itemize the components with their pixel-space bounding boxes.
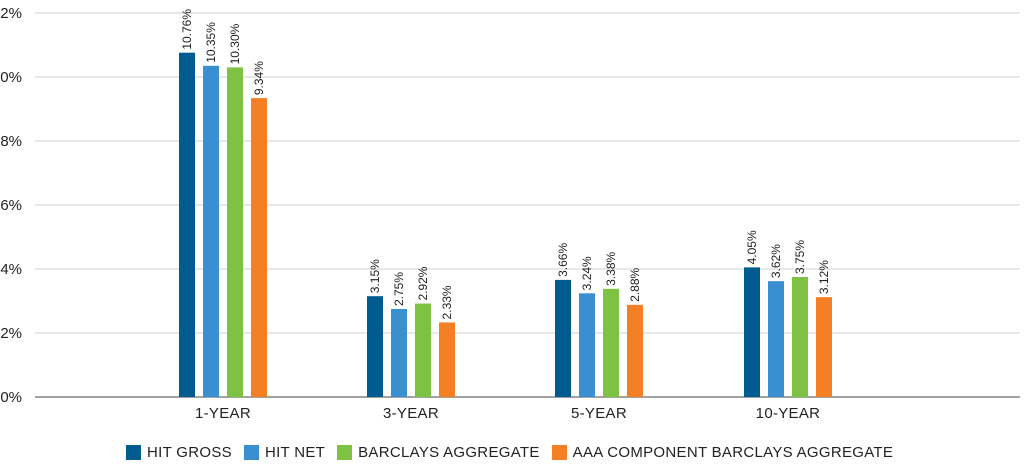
data-label: 4.05% [745, 230, 759, 264]
bar [367, 296, 383, 397]
x-category-label: 1-YEAR [195, 405, 251, 422]
y-tick-label: 12% [0, 5, 22, 22]
data-label: 3.62% [769, 244, 783, 278]
bar [816, 297, 832, 397]
data-label: 9.34% [252, 61, 266, 95]
bar [439, 322, 455, 397]
legend-swatch [551, 444, 567, 460]
x-category-label: 10-YEAR [756, 405, 821, 422]
bar [627, 304, 643, 397]
data-label: 2.75% [392, 272, 406, 306]
y-tick-label: 4% [0, 261, 22, 278]
data-label: 3.38% [604, 251, 618, 285]
bar [227, 67, 243, 398]
legend-label: AAA COMPONENT BARCLAYS AGGREGATE [572, 443, 894, 461]
data-label: 3.12% [817, 260, 831, 294]
legend-item: HIT GROSS [126, 444, 232, 461]
legend-swatch [126, 444, 141, 460]
data-label: 3.75% [793, 240, 807, 274]
bar [179, 52, 195, 398]
bar [768, 281, 784, 397]
legend-swatch [337, 444, 353, 460]
data-label: 10.76% [180, 9, 194, 50]
legend-swatch [243, 444, 259, 460]
bar [579, 293, 595, 397]
data-label: 3.66% [556, 243, 570, 277]
data-label: 10.35% [204, 22, 218, 63]
bar [391, 309, 407, 397]
data-label: 3.15% [368, 259, 382, 293]
bar [792, 277, 808, 397]
y-tick-label: 0% [0, 389, 22, 406]
legend-label: BARCLAYS AGGREGATE [358, 443, 540, 461]
y-tick-label: 8% [0, 133, 22, 150]
data-label: 2.33% [440, 285, 454, 319]
y-tick-label: 10% [0, 69, 22, 86]
x-category-label: 5-YEAR [571, 405, 627, 422]
legend-label: HIT NET [264, 443, 326, 461]
x-category-label: 3-YEAR [383, 405, 439, 422]
data-label: 2.88% [628, 267, 642, 301]
legend-item: HIT NET [243, 443, 326, 461]
bar [415, 303, 431, 397]
bar [251, 98, 267, 398]
bar [203, 65, 219, 398]
data-label: 2.92% [416, 266, 430, 300]
legend-label: HIT GROSS [147, 443, 232, 461]
data-label: 10.30% [228, 23, 242, 64]
legend-item: AAA COMPONENT BARCLAYS AGGREGATE [551, 443, 894, 461]
legend: HIT GROSS HIT NET BARCLAYS AGGREGATE AAA CO… [126, 442, 893, 462]
y-tick-label: 2% [0, 325, 22, 342]
bar [555, 279, 571, 397]
y-tick-label: 6% [0, 197, 22, 214]
bar [603, 288, 619, 397]
data-label: 3.24% [580, 256, 594, 290]
bar-chart: 0% 2% 4% 6% 8% 10% 12% 10.76% 10.35% 10.30% 9.34% 1… [0, 5, 1020, 422]
bar [744, 267, 760, 397]
legend-item: BARCLAYS AGGREGATE [337, 444, 540, 461]
